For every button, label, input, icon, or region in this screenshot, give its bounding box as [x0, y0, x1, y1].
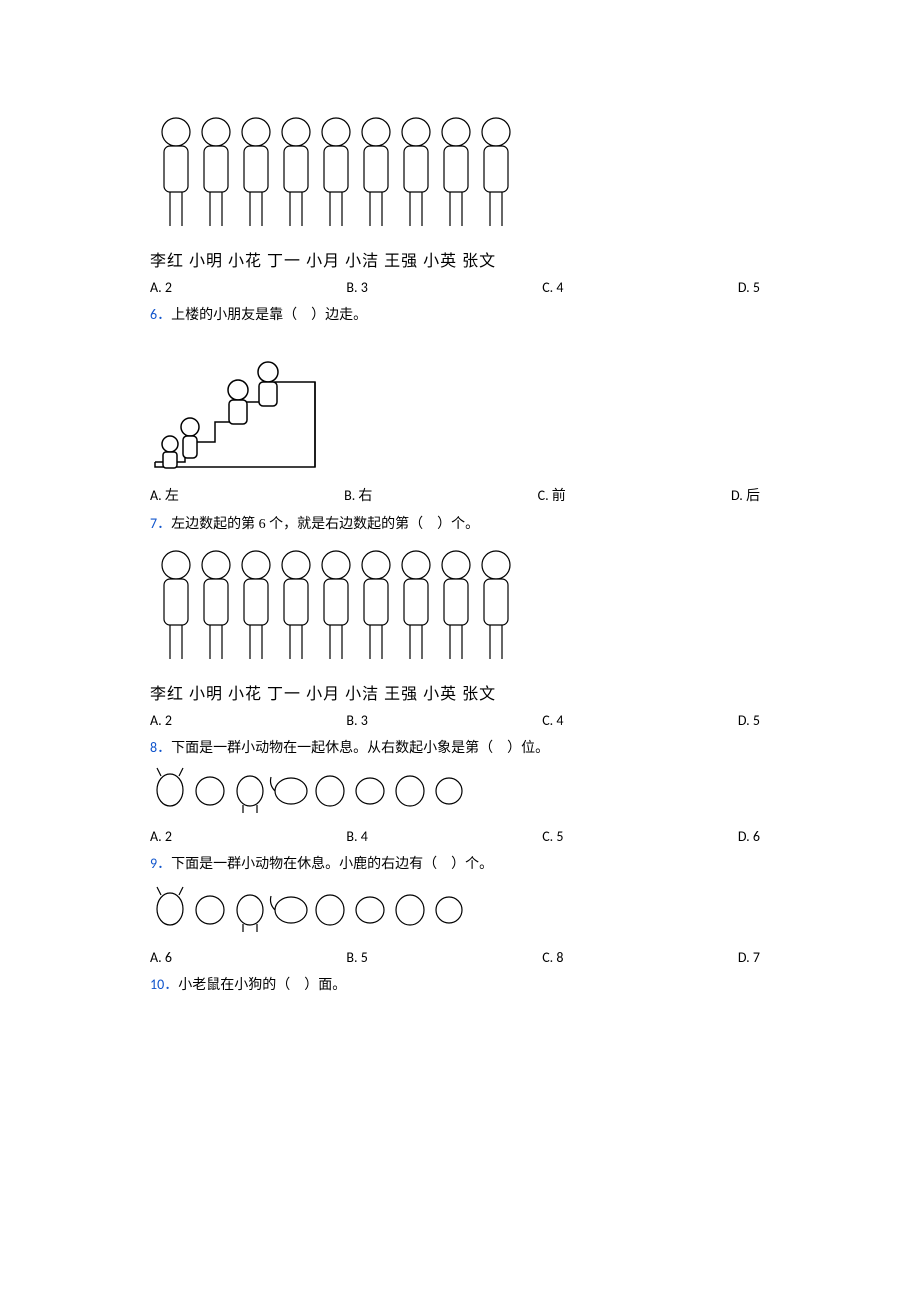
- q6-text: 上楼的小朋友是靠（ ）边走。: [171, 308, 367, 323]
- q10-text: 小老鼠在小狗的（ ）面。: [178, 978, 346, 993]
- q7-options: A. 2 B. 3 C. 4 D. 5: [150, 712, 770, 729]
- q5-options: A. 2 B. 3 C. 4 D. 5: [150, 279, 770, 296]
- option-d: D. 7: [738, 949, 760, 966]
- option-d: D. 5: [738, 279, 760, 296]
- option-c: C. 8: [542, 949, 563, 966]
- option-b: B. 4: [346, 828, 367, 845]
- option-a: A. 左: [150, 485, 179, 505]
- q8-options: A. 2 B. 4 C. 5 D. 6: [150, 828, 770, 845]
- q7-text: 左边数起的第 6 个，就是右边数起的第（ ）个。: [171, 517, 479, 532]
- child-name: 小英: [423, 253, 457, 270]
- stairs-svg: [150, 332, 325, 472]
- child-name: 小英: [423, 686, 457, 703]
- option-d: D. 5: [738, 712, 760, 729]
- option-a: A. 6: [150, 949, 172, 966]
- q7-number: 7．: [150, 515, 171, 532]
- q10-number: 10．: [150, 976, 178, 993]
- q7-line: 7．左边数起的第 6 个，就是右边数起的第（ ）个。: [150, 513, 770, 533]
- child-name: 李红: [150, 253, 184, 270]
- q8-number: 8．: [150, 739, 171, 756]
- option-a: A. 2: [150, 828, 172, 845]
- child-name: 小明: [189, 686, 223, 703]
- child-name: 小月: [306, 686, 340, 703]
- children-row-figure-2: 李红 小明 小花 丁一 小月 小洁 王强 小英 张文: [150, 541, 770, 704]
- option-c: C. 4: [542, 712, 563, 729]
- option-d: D. 后: [731, 485, 760, 505]
- q8-text: 下面是一群小动物在一起休息。从右数起小象是第（ ）位。: [171, 741, 549, 756]
- option-c: C. 5: [542, 828, 563, 845]
- option-d: D. 6: [738, 828, 760, 845]
- child-name: 小月: [306, 253, 340, 270]
- q6-figure: [150, 332, 770, 477]
- q9-options: A. 6 B. 5 C. 8 D. 7: [150, 949, 770, 966]
- animals-row-svg-2: [150, 881, 470, 936]
- option-b: B. 3: [346, 279, 367, 296]
- option-b: B. 5: [346, 949, 367, 966]
- option-a: A. 2: [150, 279, 172, 296]
- q8-line: 8．下面是一群小动物在一起休息。从右数起小象是第（ ）位。: [150, 737, 770, 757]
- children-names-row-2: 李红 小明 小花 丁一 小月 小洁 王强 小英 张文: [150, 680, 770, 704]
- child-name: 王强: [384, 253, 418, 270]
- option-c: C. 4: [542, 279, 563, 296]
- child-name: 张文: [462, 253, 496, 270]
- child-name: 小花: [228, 686, 262, 703]
- option-b: B. 右: [344, 485, 372, 505]
- child-name: 张文: [462, 686, 496, 703]
- worksheet-page: 李红 小明 小花 丁一 小月 小洁 王强 小英 张文 A. 2 B. 3 C. …: [0, 0, 920, 1076]
- q9-line: 9．下面是一群小动物在休息。小鹿的右边有（ ）个。: [150, 853, 770, 873]
- q10-line: 10．小老鼠在小狗的（ ）面。: [150, 974, 770, 994]
- child-name: 王强: [384, 686, 418, 703]
- option-b: B. 3: [346, 712, 367, 729]
- animals-row-svg-1: [150, 765, 470, 815]
- q9-figure: [150, 881, 770, 941]
- q8-figure: [150, 765, 770, 820]
- children-lineup-svg-1: [150, 108, 522, 238]
- child-name: 李红: [150, 686, 184, 703]
- q9-text: 下面是一群小动物在休息。小鹿的右边有（ ）个。: [171, 857, 493, 872]
- option-c: C. 前: [538, 485, 566, 505]
- children-row-figure-1: 李红 小明 小花 丁一 小月 小洁 王强 小英 张文: [150, 108, 770, 271]
- child-name: 丁一: [267, 686, 301, 703]
- children-names-row-1: 李红 小明 小花 丁一 小月 小洁 王强 小英 张文: [150, 247, 770, 271]
- children-lineup-svg-2: [150, 541, 522, 671]
- q6-number: 6．: [150, 306, 171, 323]
- child-name: 小洁: [345, 253, 379, 270]
- q6-options: A. 左 B. 右 C. 前 D. 后: [150, 485, 770, 505]
- q9-number: 9．: [150, 855, 171, 872]
- child-name: 小花: [228, 253, 262, 270]
- option-a: A. 2: [150, 712, 172, 729]
- child-name: 小明: [189, 253, 223, 270]
- child-name: 小洁: [345, 686, 379, 703]
- child-name: 丁一: [267, 253, 301, 270]
- q6-line: 6．上楼的小朋友是靠（ ）边走。: [150, 304, 770, 324]
